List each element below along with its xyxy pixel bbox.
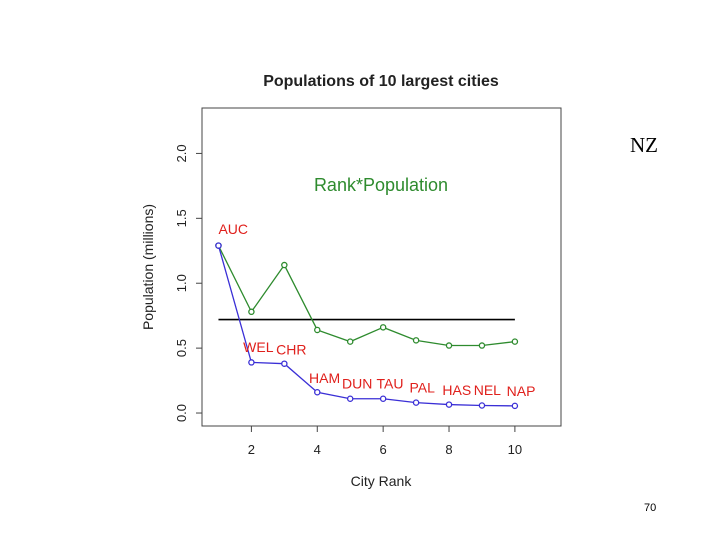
point-population-1 — [215, 242, 222, 249]
point-rank-population-3 — [281, 261, 288, 269]
point-population-10 — [511, 402, 519, 410]
point-population-6 — [379, 395, 387, 402]
x-axis-label: City Rank — [351, 473, 413, 489]
series-line-rank-population — [217, 245, 515, 347]
point-population-5 — [346, 395, 354, 402]
city-label-chr: CHR — [276, 342, 306, 358]
point-population-3 — [281, 360, 288, 367]
point-population-2 — [248, 359, 255, 366]
city-label-has: HAS — [442, 382, 471, 398]
y-tick-label-1: 0.5 — [174, 339, 189, 357]
series-line-population — [217, 245, 515, 407]
point-rank-population-2 — [248, 308, 255, 316]
y-tick-label-2: 1.0 — [174, 274, 189, 292]
city-label-pal: PAL — [409, 379, 435, 395]
city-label-ham: HAM — [309, 370, 340, 386]
point-rank-population-7 — [412, 337, 420, 344]
city-label-dun: DUN — [342, 375, 372, 391]
point-rank-population-5 — [346, 338, 354, 345]
y-axis-label: Population (millions) — [140, 204, 156, 330]
point-rank-population-10 — [511, 338, 519, 345]
x-tick-label-8: 8 — [445, 442, 452, 457]
city-label-tau: TAU — [377, 375, 404, 391]
point-population-9 — [478, 402, 486, 409]
plot-frame — [201, 107, 562, 427]
x-tick-label-4: 4 — [314, 442, 321, 457]
region-label: NZ — [630, 133, 658, 157]
point-rank-population-8 — [445, 342, 453, 349]
point-population-8 — [445, 401, 453, 408]
point-rank-population-4 — [314, 326, 321, 334]
city-label-auc: AUC — [218, 221, 248, 237]
x-tick-label-6: 6 — [380, 442, 387, 457]
point-rank-population-6 — [379, 324, 387, 331]
city-label-wel: WEL — [243, 339, 274, 355]
y-tick-label-0: 0.0 — [174, 404, 189, 422]
point-rank-population-9 — [478, 342, 486, 349]
rank-population-annotation: Rank*Population — [314, 175, 448, 195]
city-label-nel: NEL — [474, 382, 501, 398]
point-population-7 — [412, 399, 420, 406]
point-population-4 — [314, 389, 321, 396]
y-tick-label-4: 2.0 — [174, 144, 189, 162]
page-number: 70 — [644, 502, 657, 514]
x-tick-label-2: 2 — [248, 442, 255, 457]
y-tick-label-3: 1.5 — [174, 209, 189, 227]
chart-title: Populations of 10 largest cities — [263, 73, 499, 90]
city-label-nap: NAP — [507, 383, 536, 399]
x-tick-label-10: 10 — [508, 442, 522, 457]
